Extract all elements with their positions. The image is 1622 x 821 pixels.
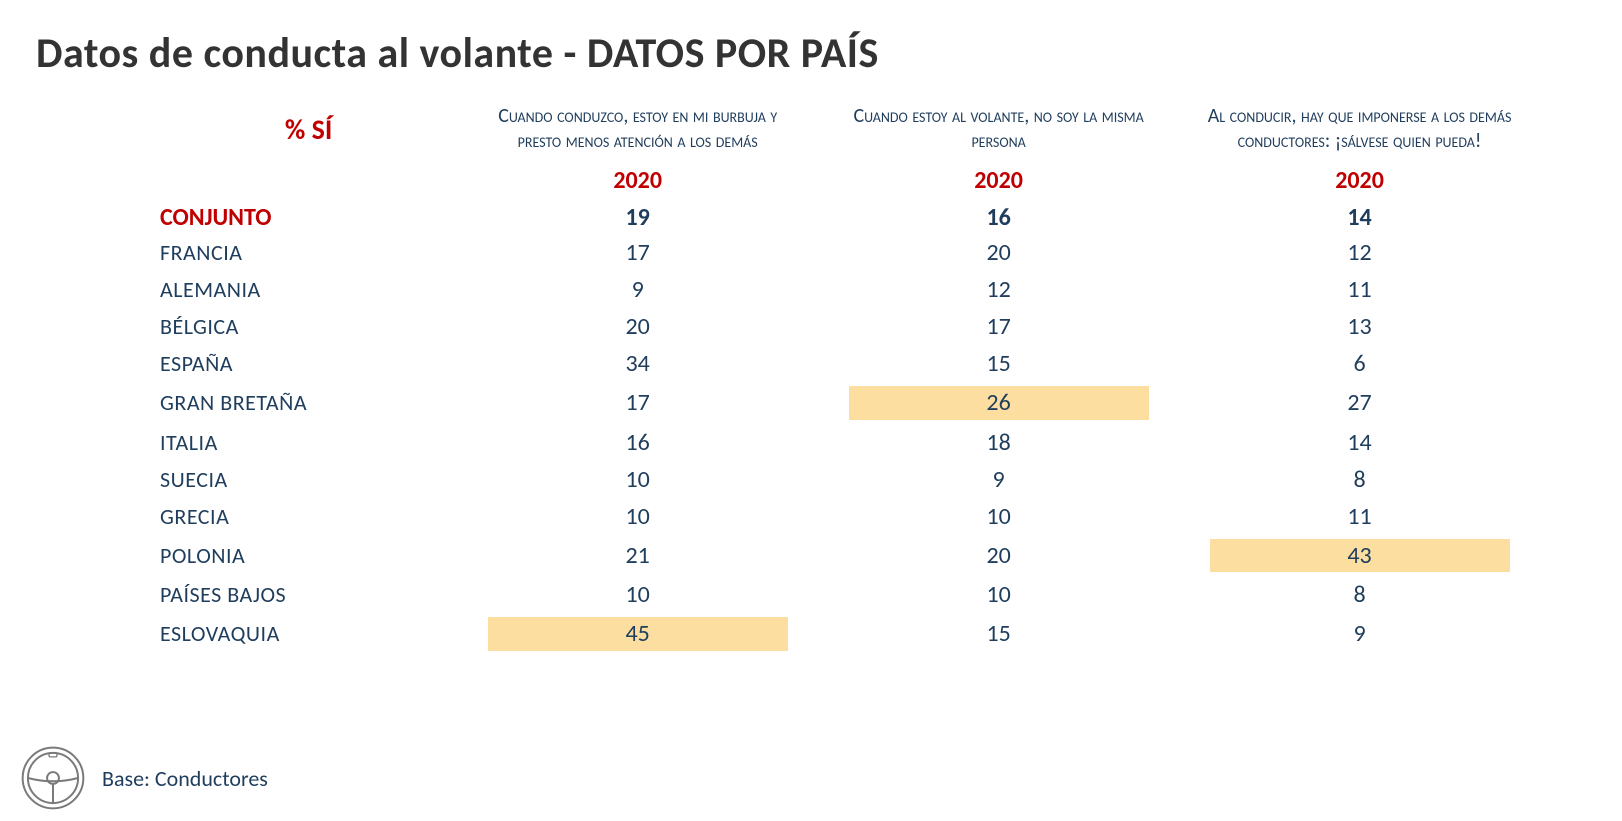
cell-q2: 18	[818, 424, 1179, 461]
cell-q3: 11	[1179, 271, 1540, 308]
row-label: GRAN BRETAÑA	[160, 382, 457, 424]
cell-q2: 20	[818, 234, 1179, 271]
row-label: POLONIA	[160, 535, 457, 577]
highlight: 43	[1210, 539, 1510, 573]
base-label: Base: Conductores	[102, 765, 268, 792]
cell-q1: 9	[457, 271, 818, 308]
cell-q2: 15	[818, 345, 1179, 382]
cell-q1: 21	[457, 535, 818, 577]
cell-q1: 45	[457, 613, 818, 655]
conjunto-row: CONJUNTO 19 16 14	[160, 201, 1540, 234]
row-label: BÉLGICA	[160, 308, 457, 345]
cell-q3: 8	[1179, 576, 1540, 613]
steering-wheel-icon	[20, 745, 86, 811]
footer: Base: Conductores	[20, 745, 268, 811]
table-row: FRANCIA172012	[160, 234, 1540, 271]
year-q1: 2020	[457, 158, 818, 201]
highlight: 45	[488, 617, 788, 651]
cell-q3: 6	[1179, 345, 1540, 382]
row-label: ITALIA	[160, 424, 457, 461]
table-row: GRAN BRETAÑA17 26 27	[160, 382, 1540, 424]
column-header-q2: Cuando estoy al volante, no soy la misma…	[818, 100, 1179, 158]
cell-q1: 16	[457, 424, 818, 461]
table-row: ALEMANIA91211	[160, 271, 1540, 308]
cell-q2: 9	[818, 461, 1179, 498]
header-row-questions: % SÍ Cuando conduzco, estoy en mi burbuj…	[160, 100, 1540, 158]
cell-q1: 20	[457, 308, 818, 345]
row-label: ESPAÑA	[160, 345, 457, 382]
table-row: POLONIA2120 43	[160, 535, 1540, 577]
page-title: Datos de conducta al volante - DATOS POR…	[36, 28, 879, 79]
cell-q1: 10	[457, 576, 818, 613]
cell-q3: 12	[1179, 234, 1540, 271]
cell-q1: 17	[457, 382, 818, 424]
cell-q3: 43	[1179, 535, 1540, 577]
header-row-year: 2020 2020 2020	[160, 158, 1540, 201]
table-row: ESLOVAQUIA 45 159	[160, 613, 1540, 655]
cell-q3: 8	[1179, 461, 1540, 498]
column-header-q3: Al conducir, hay que imponerse a los dem…	[1179, 100, 1540, 158]
cell-q3: 14	[1179, 424, 1540, 461]
row-label: PAÍSES BAJOS	[160, 576, 457, 613]
year-q3: 2020	[1179, 158, 1540, 201]
cell-q3: 13	[1179, 308, 1540, 345]
cell-q1: 17	[457, 234, 818, 271]
row-label: SUECIA	[160, 461, 457, 498]
cell-q2: 26	[818, 382, 1179, 424]
cell-q3: 27	[1179, 382, 1540, 424]
table-row: ITALIA161814	[160, 424, 1540, 461]
table-row: GRECIA101011	[160, 498, 1540, 535]
conjunto-label: CONJUNTO	[160, 201, 457, 234]
data-table: % SÍ Cuando conduzco, estoy en mi burbuj…	[160, 100, 1540, 655]
cell-q1: 34	[457, 345, 818, 382]
pct-si-label: % SÍ	[160, 100, 457, 158]
cell-q1: 10	[457, 461, 818, 498]
table-row: ESPAÑA34156	[160, 345, 1540, 382]
cell-q2: 12	[818, 271, 1179, 308]
year-q2: 2020	[818, 158, 1179, 201]
row-label: GRECIA	[160, 498, 457, 535]
cell-q2: 15	[818, 613, 1179, 655]
cell-q2: 10	[818, 576, 1179, 613]
cell-q3: 11	[1179, 498, 1540, 535]
row-label: ALEMANIA	[160, 271, 457, 308]
conjunto-q2: 16	[818, 201, 1179, 234]
highlight: 26	[849, 386, 1149, 420]
conjunto-q3: 14	[1179, 201, 1540, 234]
cell-q2: 10	[818, 498, 1179, 535]
cell-q2: 20	[818, 535, 1179, 577]
conjunto-q1: 19	[457, 201, 818, 234]
row-label: ESLOVAQUIA	[160, 613, 457, 655]
cell-q3: 9	[1179, 613, 1540, 655]
table-row: BÉLGICA201713	[160, 308, 1540, 345]
column-header-q1: Cuando conduzco, estoy en mi burbuja y p…	[457, 100, 818, 158]
cell-q2: 17	[818, 308, 1179, 345]
table-row: PAÍSES BAJOS10108	[160, 576, 1540, 613]
table-row: SUECIA1098	[160, 461, 1540, 498]
row-label: FRANCIA	[160, 234, 457, 271]
cell-q1: 10	[457, 498, 818, 535]
